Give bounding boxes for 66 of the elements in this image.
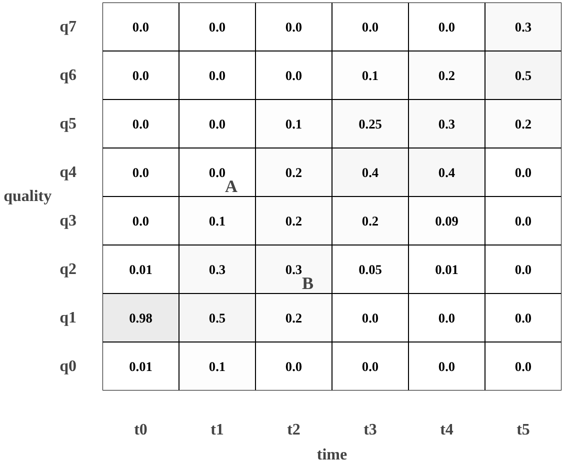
- data-label: 0.2: [285, 310, 302, 326]
- data-label: 0.01: [129, 262, 152, 277]
- data-label: 0.0: [438, 358, 456, 374]
- y-tick-label: q2: [60, 260, 77, 278]
- x-tick-label: t4: [440, 422, 454, 438]
- data-label: 0.3: [514, 19, 532, 34]
- x-axis-title: time: [316, 446, 348, 464]
- x-tick-label: t5: [516, 422, 530, 438]
- data-label: 0.0: [208, 116, 226, 132]
- data-label: 0.0: [208, 19, 226, 34]
- y-tick-label: q6: [60, 66, 77, 84]
- data-label: 0.0: [438, 19, 456, 34]
- data-label: 0.25: [358, 116, 382, 132]
- data-label: 0.0: [514, 358, 532, 374]
- data-label: 0.4: [362, 164, 379, 180]
- data-label: 0.2: [362, 213, 379, 228]
- x-tick-label: t2: [287, 422, 300, 438]
- data-label: 0.0: [132, 116, 150, 132]
- data-label: 0.09: [435, 213, 459, 228]
- data-label: 0.01: [129, 358, 152, 374]
- y-tick-label: q0: [60, 358, 77, 375]
- data-label: 0.3: [208, 262, 226, 277]
- data-label: 0.4: [438, 164, 456, 180]
- data-label: 0.0: [362, 19, 379, 34]
- data-label: 0.0: [208, 68, 226, 83]
- data-label: 0.2: [438, 68, 456, 83]
- data-label: 0.0: [362, 310, 379, 326]
- data-label: 0.0: [132, 213, 150, 228]
- y-tick-label: q7: [60, 18, 77, 36]
- data-label: 0.98: [129, 310, 153, 326]
- data-label: 0.5: [208, 310, 226, 326]
- data-label: 0.3: [438, 116, 456, 132]
- y-axis-title: quality: [4, 188, 52, 205]
- data-label: 0.0: [514, 213, 532, 228]
- data-label: 0.1: [208, 213, 226, 228]
- y-tick-label: q4: [60, 164, 77, 181]
- x-tick-label: t0: [134, 422, 148, 438]
- data-label: 0.0: [514, 164, 532, 180]
- data-label: 0.0: [132, 19, 150, 34]
- data-label: 0.0: [438, 310, 456, 326]
- data-label: 0.0: [132, 164, 150, 180]
- data-label: 0.0: [132, 68, 150, 83]
- data-label: 0.0: [208, 164, 226, 180]
- data-label: 0.2: [285, 213, 302, 228]
- data-label: 0.1: [362, 68, 379, 83]
- data-label: 0.1: [208, 358, 226, 374]
- data-label: 0.0: [285, 19, 302, 34]
- annotation: A: [224, 176, 238, 196]
- data-label: 0.0: [514, 262, 532, 277]
- data-label: 0.5: [514, 68, 532, 83]
- annotation: B: [302, 274, 314, 293]
- x-tick-label: t3: [364, 422, 377, 438]
- y-tick-label: q3: [60, 212, 77, 230]
- y-tick-label: q5: [60, 115, 77, 132]
- data-label: 0.05: [358, 262, 382, 277]
- y-tick-label: q1: [60, 309, 77, 326]
- data-label: 0.3: [285, 262, 302, 277]
- data-label: 0.2: [285, 164, 302, 180]
- data-label: 0.0: [285, 358, 302, 374]
- data-label: 0.2: [514, 116, 532, 132]
- data-label: 0.0: [362, 358, 379, 374]
- data-label: 0.0: [514, 310, 532, 326]
- data-label: 0.01: [435, 262, 458, 277]
- data-label: 0.0: [285, 68, 302, 83]
- data-label: 0.1: [285, 116, 302, 132]
- x-tick-label: t1: [210, 422, 224, 438]
